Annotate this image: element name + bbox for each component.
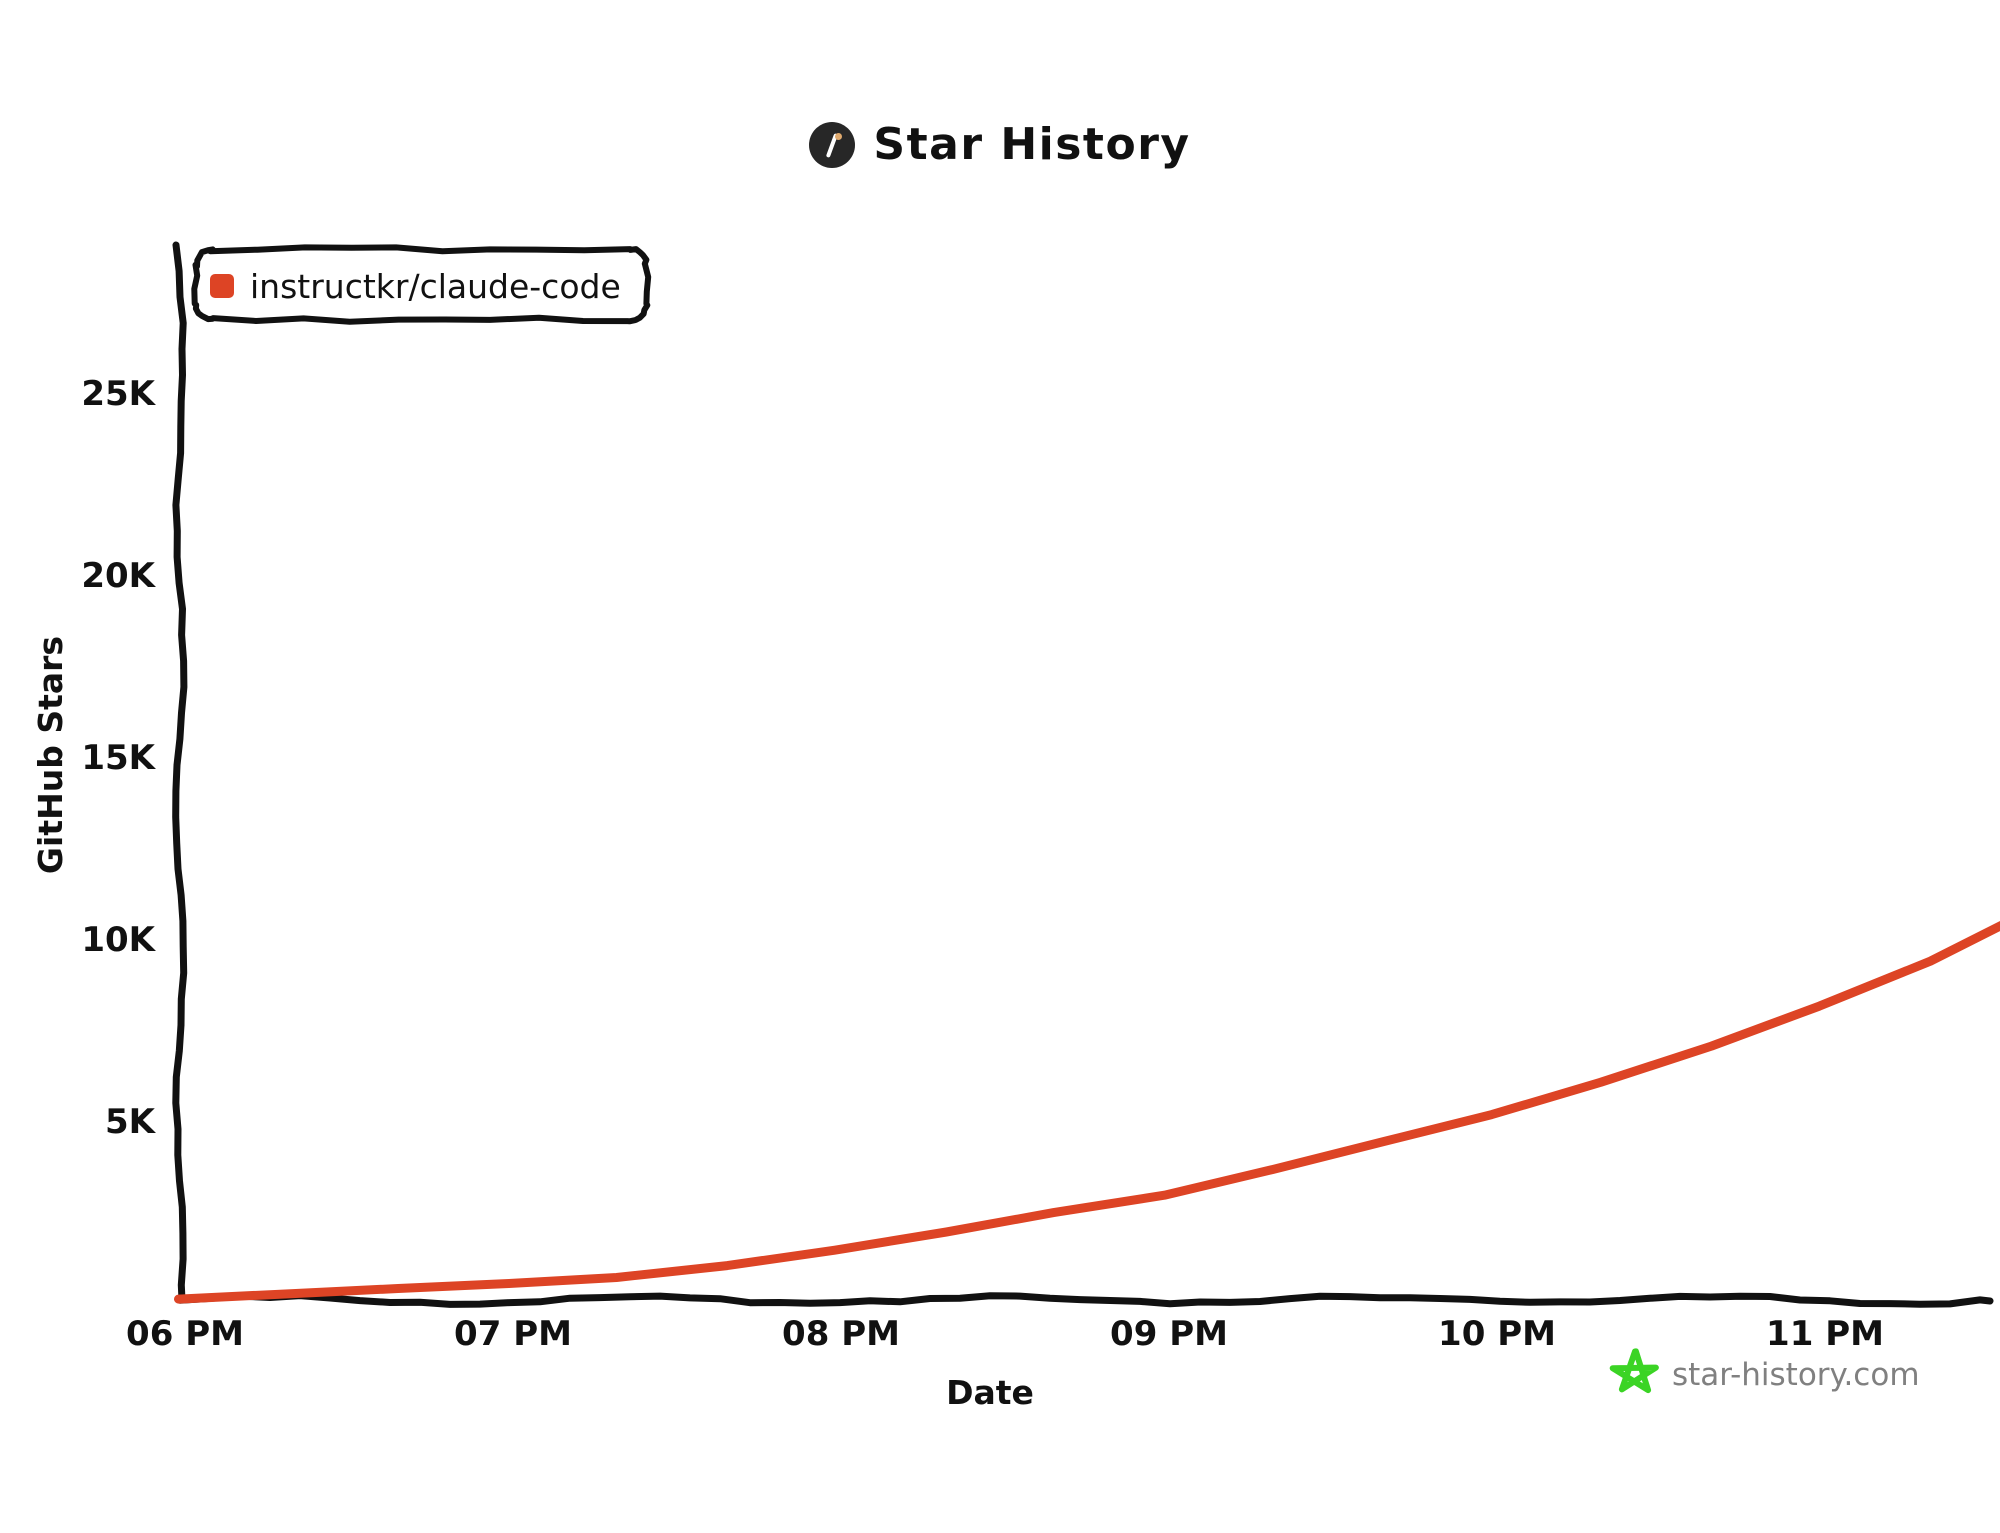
- x-tick-label: 07 PM: [454, 1314, 572, 1354]
- page-title: Star History: [873, 119, 1191, 170]
- y-axis-line: [172, 241, 188, 1304]
- pen-icon: [809, 122, 856, 168]
- x-axis-line: [176, 1292, 1994, 1308]
- y-tick-label: 5K: [105, 1102, 157, 1142]
- y-tick-label: 25K: [81, 374, 156, 414]
- star-icon: [1609, 1348, 1659, 1394]
- legend-marker-square: [210, 274, 234, 298]
- y-axis-title: GitHub Stars: [31, 636, 70, 874]
- y-tick-label: 15K: [81, 738, 156, 778]
- x-tick-label: 10 PM: [1438, 1314, 1556, 1354]
- chart-title-row: Star History: [0, 122, 2000, 168]
- x-tick-label: 06 PM: [126, 1314, 244, 1354]
- series-line-instructkr-claude-code: [174, 921, 2000, 1304]
- legend-box: [191, 244, 652, 325]
- y-tick-label: 10K: [81, 920, 156, 960]
- legend-entry-label[interactable]: instructkr/claude-code: [250, 267, 621, 306]
- watermark-label[interactable]: star-history.com: [1672, 1357, 1920, 1393]
- x-tick-label: 09 PM: [1110, 1314, 1228, 1354]
- x-axis-tick-labels: 06 PM 07 PM 08 PM 09 PM 10 PM 11 PM: [126, 1314, 1884, 1354]
- watermark[interactable]: star-history.com: [1609, 1348, 1920, 1394]
- y-tick-label: 20K: [81, 556, 156, 596]
- legend[interactable]: instructkr/claude-code: [191, 244, 652, 325]
- x-tick-label: 11 PM: [1766, 1314, 1884, 1354]
- y-axis-tick-labels: 5K 10K 15K 20K 25K: [81, 374, 156, 1142]
- x-tick-label: 08 PM: [782, 1314, 900, 1354]
- x-axis-title: Date: [946, 1373, 1034, 1412]
